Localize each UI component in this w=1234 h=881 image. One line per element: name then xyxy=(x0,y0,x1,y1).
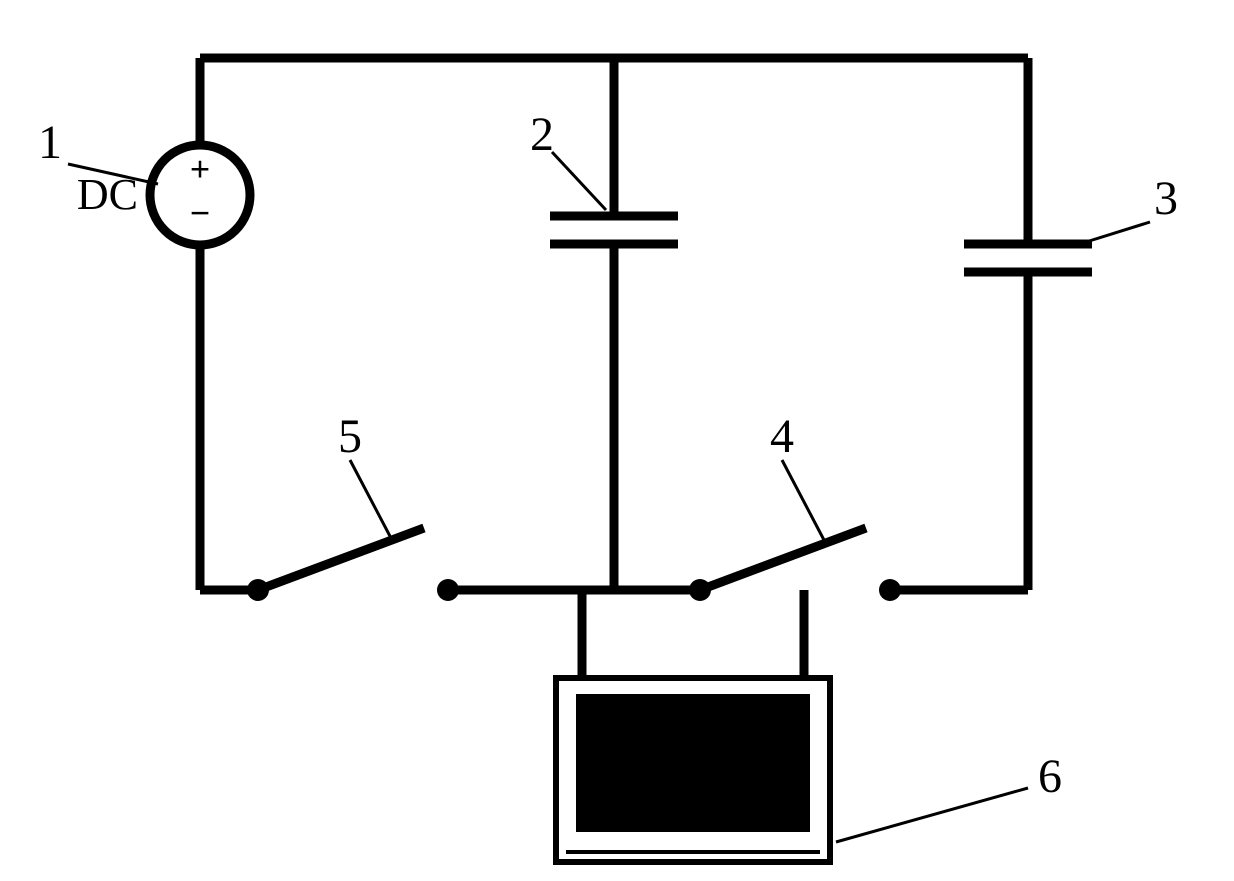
callout-6-label: 6 xyxy=(1038,750,1062,803)
callout-6-leader xyxy=(836,788,1028,842)
callout-4-label: 4 xyxy=(770,410,794,463)
callout-2-label: 2 xyxy=(530,108,554,161)
switch1-blade xyxy=(258,528,424,590)
switch1-contact-node xyxy=(437,579,459,601)
callout-5-label: 5 xyxy=(338,410,362,463)
switch1-hinge-node xyxy=(247,579,269,601)
callout-5-leader xyxy=(350,460,392,540)
switch2-hinge-node xyxy=(689,579,711,601)
dc-plus-label: + xyxy=(190,149,211,189)
callout-2-leader xyxy=(552,152,606,210)
callout-3-leader xyxy=(1086,222,1150,242)
switch2-contact-node xyxy=(879,579,901,601)
meter-screen xyxy=(576,694,810,832)
switch2-blade xyxy=(700,528,866,590)
dc-minus-label: − xyxy=(190,193,211,233)
callout-3-label: 3 xyxy=(1154,172,1178,225)
callout-4-leader xyxy=(782,460,824,540)
callout-1-label: 1 xyxy=(38,116,62,169)
